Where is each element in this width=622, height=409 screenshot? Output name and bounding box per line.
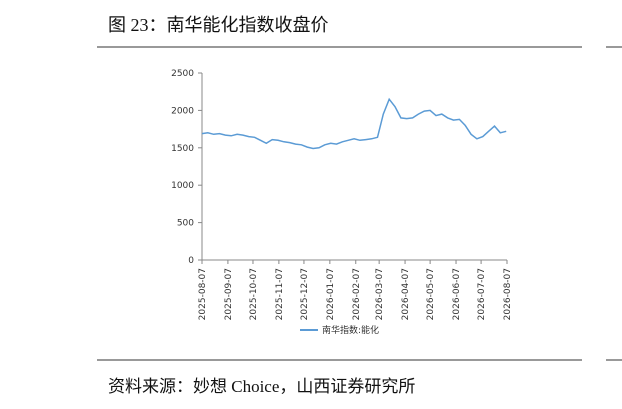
- x-tick-label: 2026-02-07: [352, 268, 362, 320]
- y-tick-label: 500: [177, 219, 194, 229]
- legend-label: 南华指数:能化: [322, 324, 379, 336]
- source: 资料来源：妙想 Choice，山西证券研究所: [108, 377, 415, 396]
- line: [201, 97, 507, 150]
- x-tick-label: 2026-04-07: [401, 268, 411, 320]
- x-tick-label: 2026-06-07: [452, 268, 462, 320]
- y-tick-label: 2500: [171, 69, 194, 79]
- x-tick-label: 2026-07-07: [477, 268, 487, 320]
- y-tick-label: 2000: [171, 106, 194, 116]
- y-tick-label: 1500: [171, 144, 194, 154]
- x-tick-label: 2025-10-07: [249, 268, 259, 320]
- y-tick-label: 0: [188, 256, 194, 266]
- x-tick-label: 2025-09-07: [224, 268, 234, 320]
- x-tick-label: 2026-03-07: [375, 268, 385, 320]
- y-tick-label: 1000: [171, 181, 194, 191]
- x-tick-label: 2026-01-07: [326, 268, 336, 320]
- x-tick-label: 2026-05-07: [426, 268, 436, 320]
- x-tick-label: 2026-08-07: [503, 268, 513, 320]
- x-tick-label: 2025-11-07: [275, 268, 285, 320]
- x-tick-label: 2025-08-07: [198, 268, 208, 320]
- x-tick-label: 2025-12-07: [300, 268, 310, 320]
- chart-title: 图 23：南华能化指数收盘价: [108, 15, 329, 35]
